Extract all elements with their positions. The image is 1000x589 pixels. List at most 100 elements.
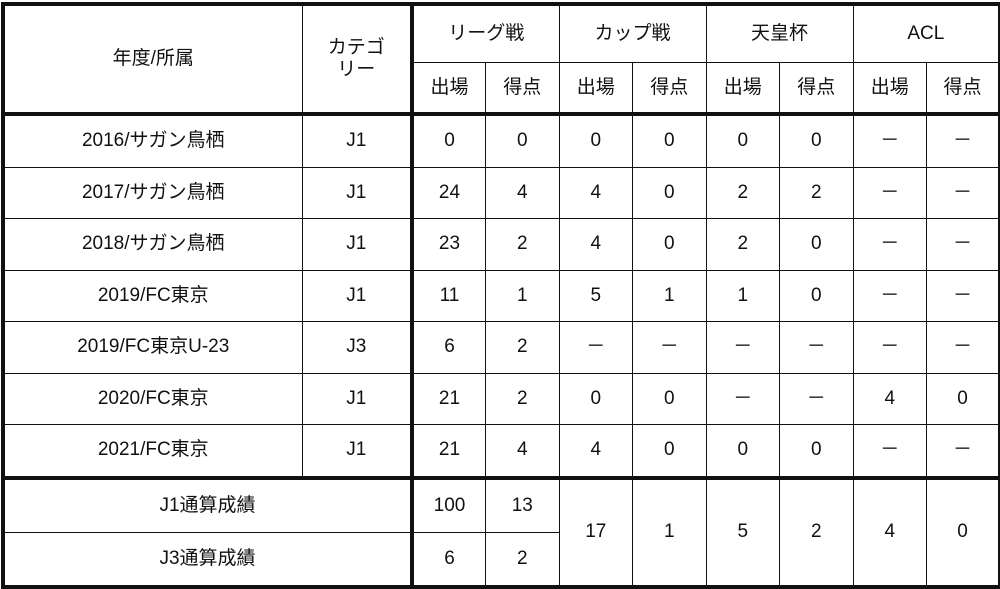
club-cell: 2017/サガン鳥栖 <box>2 166 303 219</box>
stat-cell: 4 <box>852 372 928 425</box>
stat-cell: － <box>926 218 1000 271</box>
stat-cell: 0 <box>632 372 707 425</box>
header-category-line1: カテゴ <box>327 37 385 59</box>
stat-cell: － <box>705 372 781 425</box>
header-goals: 得点 <box>779 62 854 116</box>
stat-cell: 0 <box>632 218 707 271</box>
stat-cell: 0 <box>558 372 634 425</box>
stat-cell: 0 <box>779 218 854 271</box>
stat-cell: 4 <box>558 166 634 219</box>
stat-cell: 2 <box>485 218 560 271</box>
stat-cell: 0 <box>558 113 634 168</box>
header-league: リーグ戦 <box>411 3 560 63</box>
stat-cell: － <box>705 321 781 374</box>
shared-total-cell: 2 <box>779 475 854 587</box>
club-cell: 2021/FC東京 <box>2 424 303 478</box>
shared-total-cell: 4 <box>852 475 928 587</box>
total-row-j3: J3通算成績 6 2 <box>2 531 1000 587</box>
header-goals: 得点 <box>485 62 560 116</box>
stat-cell: 2 <box>485 531 560 587</box>
header-acl: ACL <box>852 3 1000 63</box>
stat-cell: 11 <box>411 269 486 322</box>
stat-cell: 2 <box>485 372 560 425</box>
stat-cell: 0 <box>779 269 854 322</box>
stat-cell: 0 <box>632 424 707 478</box>
stat-cell: 2 <box>779 166 854 219</box>
stat-cell: － <box>558 321 634 374</box>
stat-cell: 6 <box>411 321 486 374</box>
stat-cell: 1 <box>705 269 781 322</box>
stat-cell: 4 <box>558 424 634 478</box>
category-cell: J1 <box>301 113 414 168</box>
stat-cell: － <box>852 166 928 219</box>
category-cell: J1 <box>301 269 414 322</box>
shared-total-cell: 17 <box>558 475 634 587</box>
category-cell: J1 <box>301 424 414 478</box>
stat-cell: － <box>779 321 854 374</box>
stat-cell: 4 <box>485 424 560 478</box>
stat-cell: － <box>852 218 928 271</box>
header-year-club: 年度/所属 <box>2 3 303 116</box>
shared-total-cell: 1 <box>632 475 707 587</box>
shared-total-cell: 5 <box>705 475 781 587</box>
stat-cell: 0 <box>779 113 854 168</box>
table-row: 2019/FC東京 J1 11 1 5 1 1 0 －－ <box>2 269 1000 322</box>
table-row: 2019/FC東京U-23 J3 6 2 －－－－－－ <box>2 321 1000 374</box>
stat-cell: 2 <box>705 218 781 271</box>
header-cup: カップ戦 <box>558 3 707 63</box>
category-cell: J1 <box>301 372 414 425</box>
stat-cell: － <box>779 372 854 425</box>
category-cell: J3 <box>301 321 414 374</box>
stat-cell: 6 <box>411 531 486 587</box>
stat-cell: 21 <box>411 372 486 425</box>
stat-cell: 0 <box>705 424 781 478</box>
stat-cell: 4 <box>558 218 634 271</box>
stat-cell: 1 <box>485 269 560 322</box>
stat-cell: 5 <box>558 269 634 322</box>
stat-cell: － <box>632 321 707 374</box>
stat-cell: 24 <box>411 166 486 219</box>
table-row: 2016/サガン鳥栖 J1 0 0 0 0 0 0 －－ <box>2 113 1000 168</box>
stat-cell: 0 <box>485 113 560 168</box>
header-category-line2: リー <box>337 59 376 80</box>
stat-cell: 4 <box>485 166 560 219</box>
club-cell: 2019/FC東京U-23 <box>2 321 303 374</box>
header-emperors-cup: 天皇杯 <box>705 3 854 63</box>
header-appearances: 出場 <box>558 62 634 116</box>
stat-cell: 21 <box>411 424 486 478</box>
club-cell: 2016/サガン鳥栖 <box>2 113 303 168</box>
stat-cell: 0 <box>632 166 707 219</box>
header-goals: 得点 <box>632 62 707 116</box>
stat-cell: － <box>926 424 1000 478</box>
stat-cell: 2 <box>705 166 781 219</box>
stat-cell: 1 <box>632 269 707 322</box>
header-appearances: 出場 <box>705 62 781 116</box>
total-label-j3: J3通算成績 <box>2 531 414 587</box>
club-cell: 2019/FC東京 <box>2 269 303 322</box>
stat-cell: 0 <box>926 372 1000 425</box>
header-category: カテゴ リー <box>301 3 414 116</box>
stat-cell: － <box>852 269 928 322</box>
stat-cell: 2 <box>485 321 560 374</box>
stat-cell: 0 <box>632 113 707 168</box>
stat-cell: 100 <box>411 475 486 533</box>
total-label-j1: J1通算成績 <box>2 475 414 533</box>
table-row: 2021/FC東京 J1 21 4 4 0 0 0 －－ <box>2 424 1000 478</box>
stat-cell: 0 <box>779 424 854 478</box>
table-row: 2018/サガン鳥栖 J1 23 2 4 0 2 0 －－ <box>2 218 1000 271</box>
stat-cell: － <box>852 321 928 374</box>
category-cell: J1 <box>301 218 414 271</box>
category-cell: J1 <box>301 166 414 219</box>
stat-cell: 0 <box>411 113 486 168</box>
club-cell: 2018/サガン鳥栖 <box>2 218 303 271</box>
table-row: 2017/サガン鳥栖 J1 24 4 4 0 2 2 －－ <box>2 166 1000 219</box>
stat-cell: － <box>852 113 928 168</box>
stat-cell: － <box>926 166 1000 219</box>
stat-cell: 0 <box>705 113 781 168</box>
header-appearances: 出場 <box>411 62 486 116</box>
stat-cell: 23 <box>411 218 486 271</box>
shared-total-cell: 0 <box>926 475 1000 587</box>
stat-cell: － <box>926 269 1000 322</box>
total-row-j1: J1通算成績 100 13 17 1 5 2 4 0 <box>2 475 1000 587</box>
